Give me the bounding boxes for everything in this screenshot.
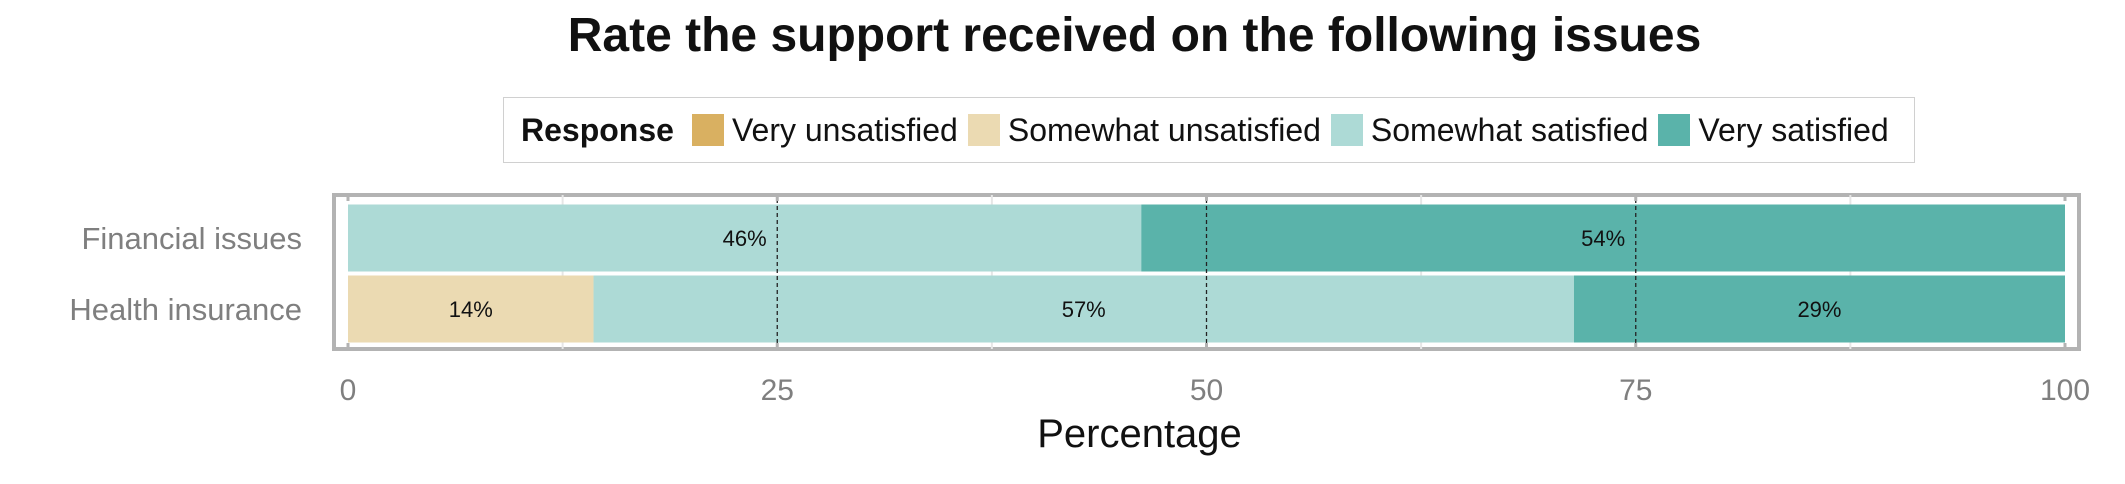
legend-title: Response — [521, 111, 674, 148]
x-tick-label-75: 75 — [1619, 374, 1652, 407]
bar-health-insurance-somewhat-unsatisfied — [348, 275, 594, 343]
data-label-health-insurance-somewhat-satisfied: 57% — [1062, 297, 1106, 322]
y-category-label-financial-issues: Financial issues — [81, 221, 302, 256]
y-category-label-health-insurance: Health insurance — [69, 292, 302, 327]
x-tick-label-0: 0 — [340, 374, 357, 407]
legend-label-very-unsatisfied: Very unsatisfied — [731, 111, 958, 148]
data-label-financial-issues-very-satisfied: 54% — [1581, 226, 1625, 251]
bar-financial-issues-somewhat-satisfied — [348, 204, 1142, 272]
legend-item-somewhat-unsatisfied: Somewhat unsatisfied — [967, 111, 1321, 149]
legend-item-very-unsatisfied: Very unsatisfied — [691, 111, 958, 149]
bar-financial-issues-very-satisfied — [1141, 204, 2065, 272]
x-axis-label: Percentage — [1037, 412, 1242, 456]
legend-label-somewhat-unsatisfied: Somewhat unsatisfied — [1007, 111, 1321, 148]
legend: Response Very unsatisfied Somewhat unsat… — [503, 97, 1915, 163]
bar-health-insurance-somewhat-satisfied — [593, 275, 1574, 343]
legend-item-somewhat-satisfied: Somewhat satisfied — [1330, 111, 1649, 149]
bar-health-insurance-very-satisfied — [1573, 275, 2065, 343]
legend-label-very-satisfied: Very satisfied — [1698, 111, 1889, 148]
legend-swatch-somewhat-unsatisfied — [967, 114, 1000, 146]
x-tick-label-25: 25 — [761, 374, 794, 407]
x-tick-label-100: 100 — [2040, 374, 2090, 407]
data-label-health-insurance-very-satisfied: 29% — [1797, 297, 1841, 322]
legend-swatch-very-satisfied — [1658, 114, 1691, 146]
data-label-health-insurance-somewhat-unsatisfied: 14% — [449, 297, 493, 322]
x-tick-label-50: 50 — [1190, 374, 1223, 407]
legend-swatch-very-unsatisfied — [691, 114, 724, 146]
legend-swatch-somewhat-satisfied — [1330, 114, 1363, 146]
data-label-financial-issues-somewhat-satisfied: 46% — [723, 226, 767, 251]
legend-label-somewhat-satisfied: Somewhat satisfied — [1370, 111, 1649, 148]
chart-title: Rate the support received on the followi… — [567, 9, 1702, 62]
legend-item-very-satisfied: Very satisfied — [1658, 111, 1889, 149]
